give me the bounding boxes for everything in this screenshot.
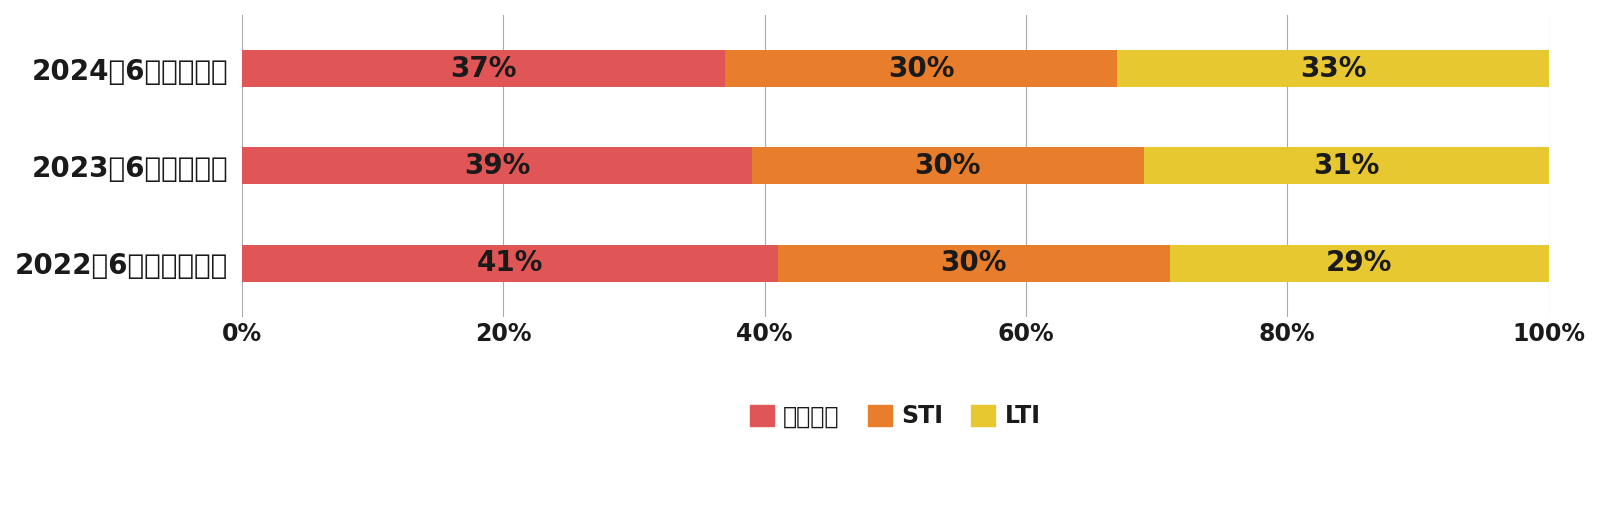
- Text: 33%: 33%: [1299, 54, 1366, 83]
- Text: 30%: 30%: [888, 54, 955, 83]
- Text: 31%: 31%: [1314, 152, 1379, 180]
- Text: 41%: 41%: [477, 249, 542, 277]
- Bar: [242, 148, 752, 185]
- Text: 30%: 30%: [914, 152, 981, 180]
- Bar: [1170, 245, 1549, 282]
- Bar: [752, 148, 1144, 185]
- Text: 39%: 39%: [464, 152, 530, 180]
- Legend: 基本報酢, STI, LTI: 基本報酢, STI, LTI: [741, 395, 1050, 438]
- Bar: [1144, 148, 1549, 185]
- Text: 29%: 29%: [1326, 249, 1392, 277]
- Bar: [242, 50, 725, 87]
- Text: 37%: 37%: [451, 54, 517, 83]
- Bar: [725, 50, 1117, 87]
- Text: 30%: 30%: [941, 249, 1006, 277]
- Bar: [242, 245, 778, 282]
- Bar: [1117, 50, 1549, 87]
- Bar: [778, 245, 1170, 282]
